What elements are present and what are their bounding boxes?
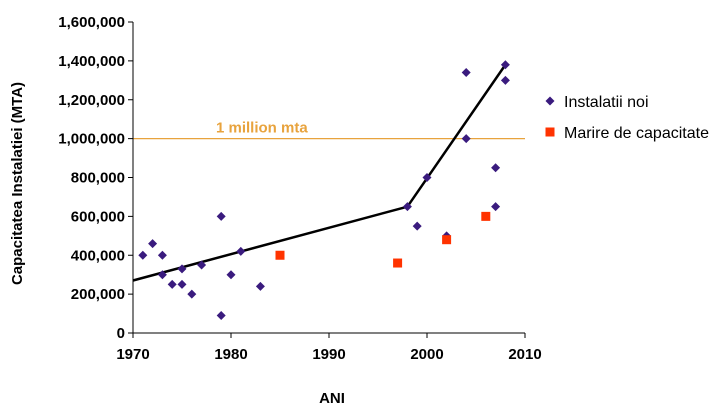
y-tick-label: 600,000 (71, 208, 125, 225)
data-point-instalatii-noi (177, 264, 187, 274)
y-tick-label: 1,000,000 (58, 131, 125, 148)
y-tick-label: 1,400,000 (58, 53, 125, 70)
data-point-instalatii-noi (157, 250, 167, 260)
x-tick-label: 2000 (410, 346, 443, 363)
data-point-instalatii-noi (491, 163, 501, 173)
data-point-instalatii-noi (500, 75, 510, 85)
data-point-instalatii-noi (491, 202, 501, 212)
x-tick-label: 2010 (508, 346, 541, 363)
y-tick-label: 1,200,000 (58, 92, 125, 109)
data-point-instalatii-noi (461, 68, 471, 78)
data-point-instalatii-noi (255, 281, 265, 291)
data-point-instalatii-noi (138, 250, 148, 260)
y-tick-label: 200,000 (71, 286, 125, 303)
data-point-instalatii-noi (422, 173, 432, 182)
legend-marker-instalatii-noi (545, 96, 555, 106)
data-point-marire-de-capacitate (393, 258, 403, 268)
data-point-marire-de-capacitate (275, 250, 285, 260)
x-tick-label: 1980 (214, 346, 247, 363)
x-axis-title: ANI (319, 390, 345, 407)
data-point-marire-de-capacitate (481, 211, 491, 221)
y-tick-label: 800,000 (71, 170, 125, 187)
data-point-instalatii-noi (412, 221, 422, 231)
data-point-instalatii-noi (197, 260, 207, 270)
legend-label: Marire de capacitate (564, 125, 709, 142)
data-point-instalatii-noi (167, 279, 177, 289)
data-point-instalatii-noi (500, 60, 510, 70)
data-point-instalatii-noi (461, 134, 471, 144)
data-point-instalatii-noi (402, 202, 412, 212)
legend-label: Instalatii noi (564, 94, 649, 111)
x-tick-label: 1970 (116, 346, 149, 363)
trend-line (132, 64, 507, 282)
data-point-instalatii-noi (177, 279, 187, 289)
data-point-instalatii-noi (226, 270, 236, 280)
x-tick-label: 1990 (312, 346, 345, 363)
legend-marker-marire-de-capacitate (545, 127, 555, 137)
y-tick-label: 0 (117, 325, 125, 342)
data-point-instalatii-noi (236, 246, 246, 256)
data-point-instalatii-noi (148, 239, 158, 249)
y-axis-title: Capacitatea Instalatiei (MTA) (9, 82, 26, 285)
data-point-instalatii-noi (216, 311, 226, 321)
reference-line-label: 1 million mta (216, 120, 308, 137)
data-point-instalatii-noi (157, 270, 167, 280)
data-point-marire-de-capacitate (442, 235, 452, 245)
y-tick-label: 400,000 (71, 247, 125, 264)
data-point-instalatii-noi (187, 289, 197, 299)
data-point-instalatii-noi (216, 211, 226, 221)
y-tick-label: 1,600,000 (58, 14, 125, 31)
